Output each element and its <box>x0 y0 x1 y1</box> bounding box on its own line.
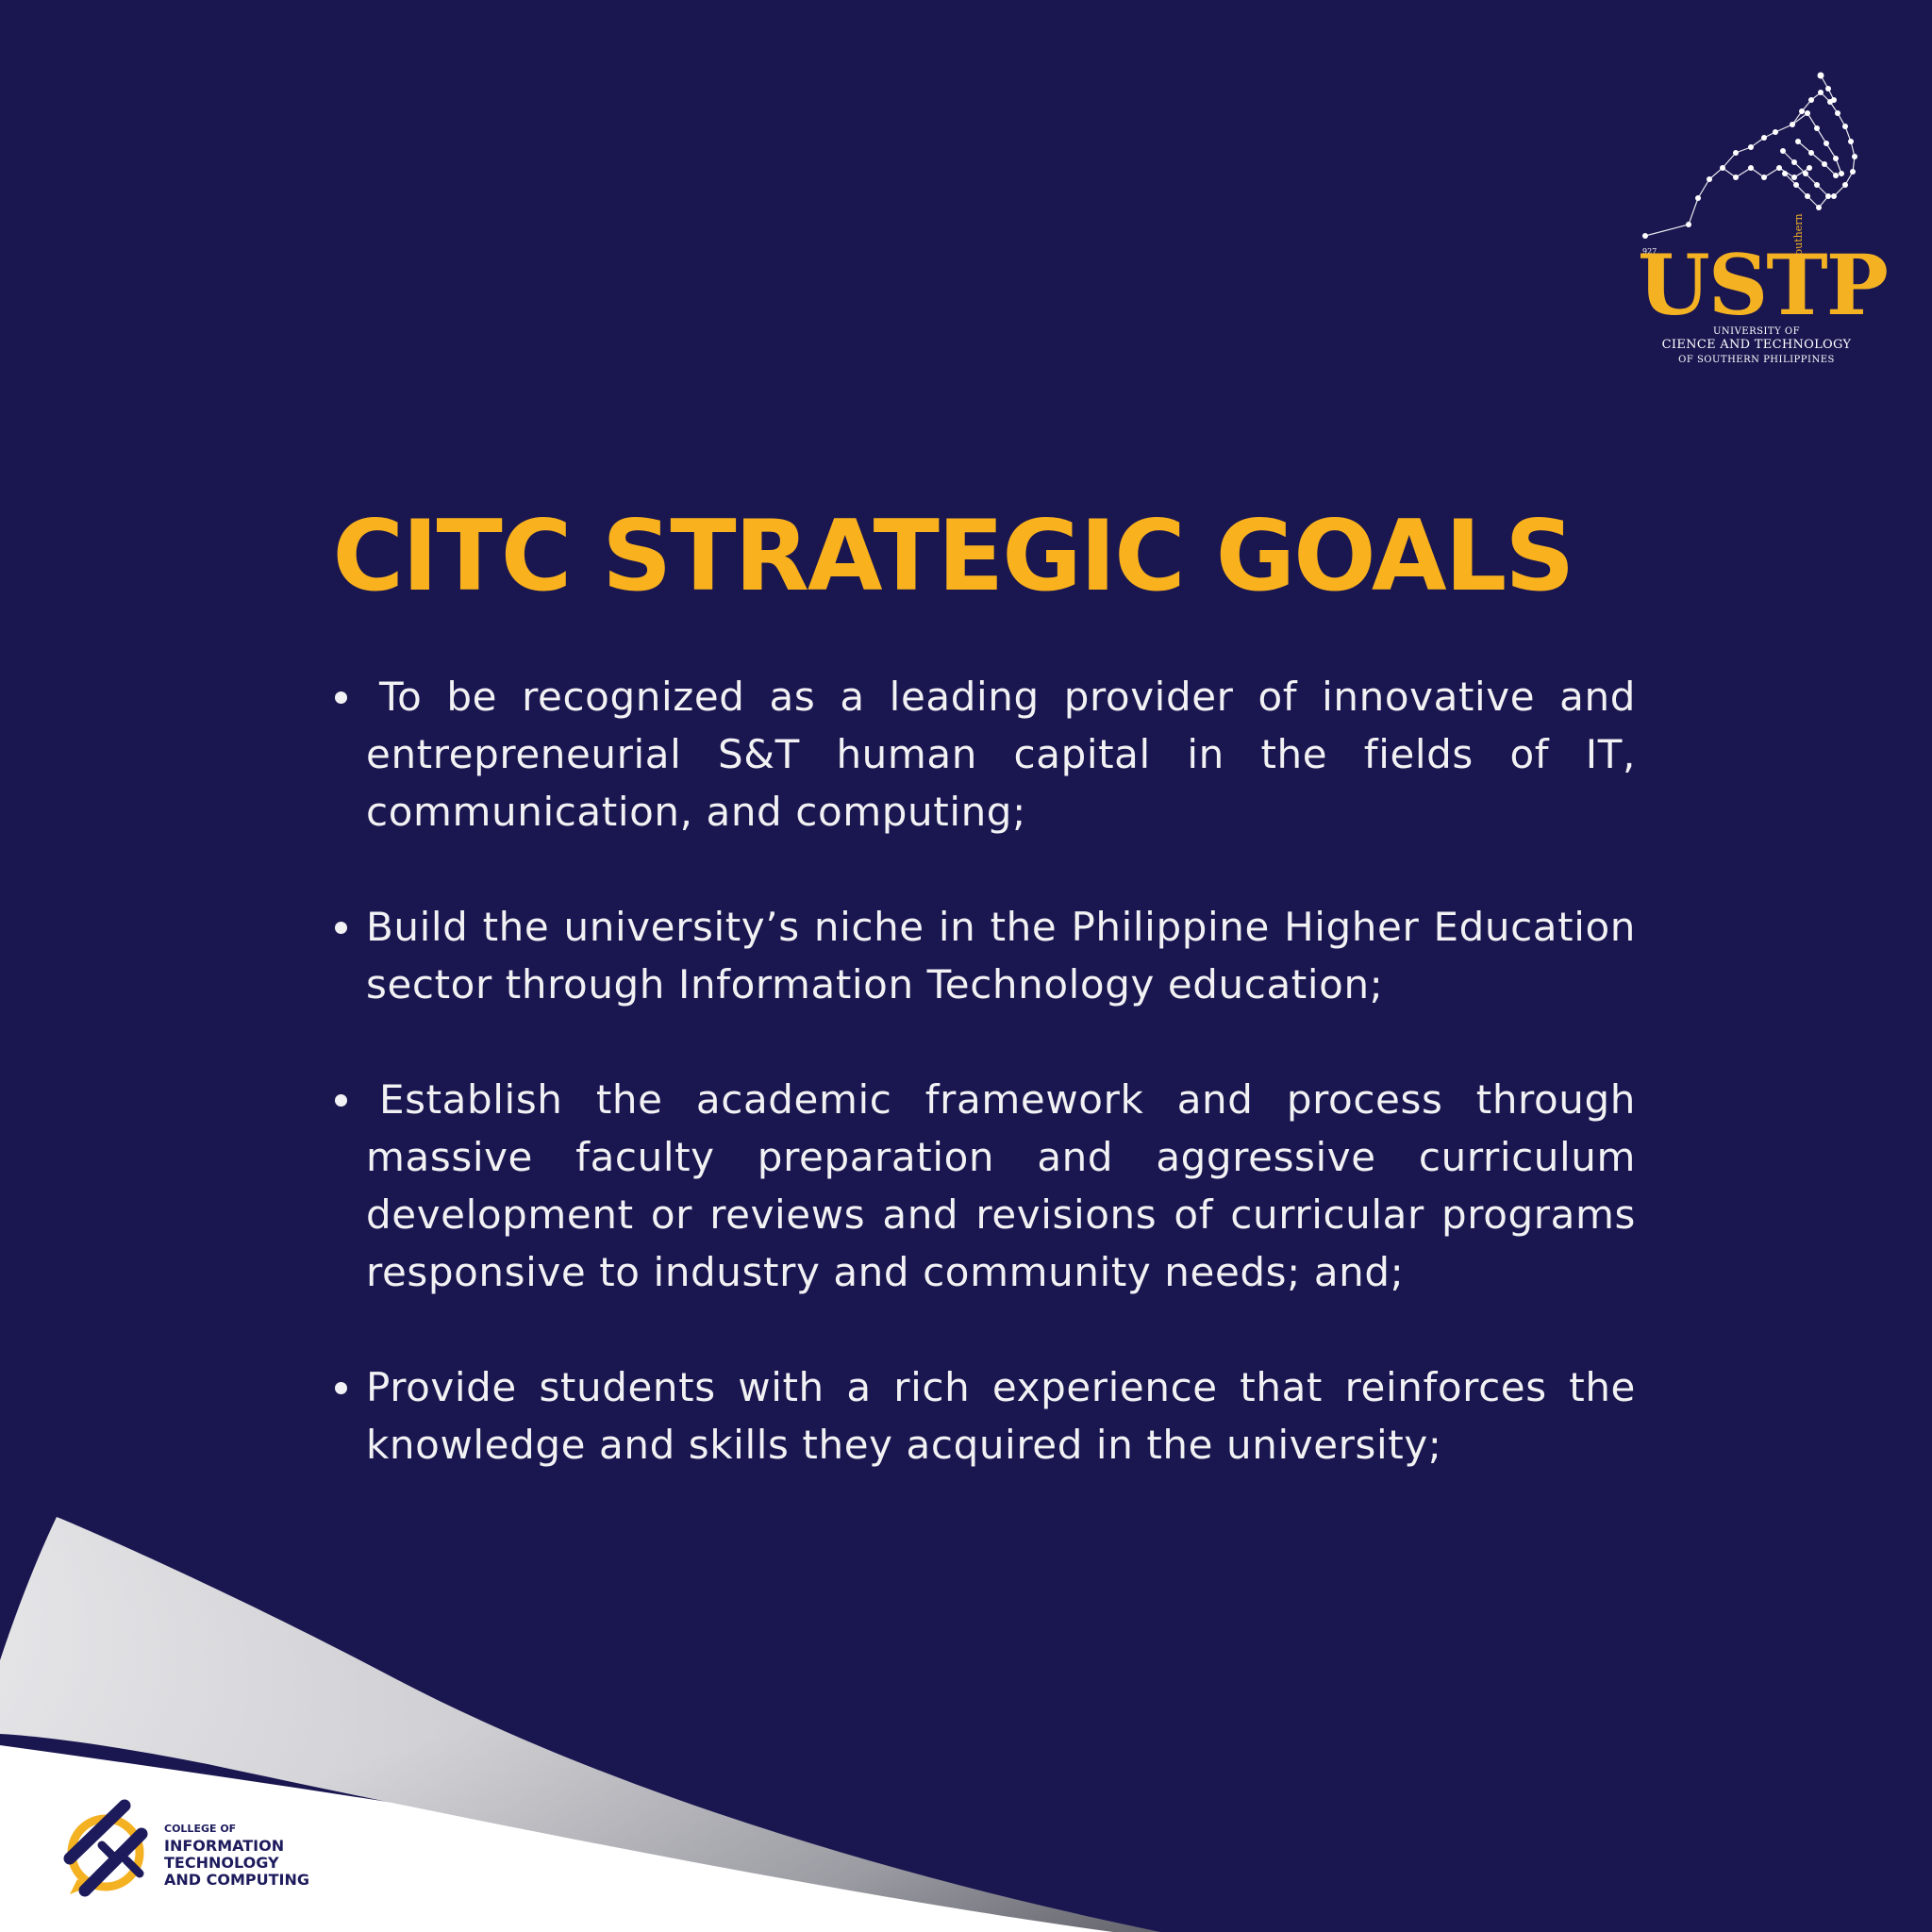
citc-line2: INFORMATION <box>164 1837 285 1855</box>
goal-text: Establish the academic framework and pro… <box>366 1076 1636 1295</box>
ustp-year: 927 <box>1642 247 1657 256</box>
ustp-southern-label: Southern <box>1792 213 1805 262</box>
goal-item: Build the university’s niche in the Phil… <box>335 898 1636 1013</box>
citc-line3: TECHNOLOGY <box>164 1854 279 1872</box>
bullet-icon <box>335 1382 347 1394</box>
goal-item: Establish the academic framework and pro… <box>335 1071 1636 1301</box>
goal-text: To be recognized as a leading provider o… <box>366 674 1636 835</box>
goal-item: Provide students with a rich experience … <box>335 1358 1636 1474</box>
ustp-subtitle-line3: OF SOUTHERN PHILIPPINES <box>1678 355 1835 365</box>
citc-logo-icon <box>63 1799 148 1897</box>
bullet-icon <box>335 1094 347 1107</box>
ustp-subtitle-line1: UNIVERSITY OF <box>1712 326 1801 337</box>
goals-list: To be recognized as a leading provider o… <box>335 668 1636 1531</box>
goal-item: To be recognized as a leading provider o… <box>335 668 1636 841</box>
ustp-constellation-icon <box>1642 72 1857 239</box>
citc-line4: AND COMPUTING <box>164 1871 309 1889</box>
page-title: CITC STRATEGIC GOALS <box>332 500 1575 613</box>
bullet-icon <box>335 922 347 934</box>
goal-text: Provide students with a rich experience … <box>366 1364 1636 1468</box>
ustp-subtitle-line2: CIENCE AND TECHNOLOGY <box>1661 338 1852 352</box>
goal-text: Build the university’s niche in the Phil… <box>366 904 1636 1008</box>
bullet-icon <box>335 691 347 704</box>
citc-line1: COLLEGE OF <box>164 1823 237 1835</box>
ustp-wordmark: USTP <box>1638 236 1889 334</box>
